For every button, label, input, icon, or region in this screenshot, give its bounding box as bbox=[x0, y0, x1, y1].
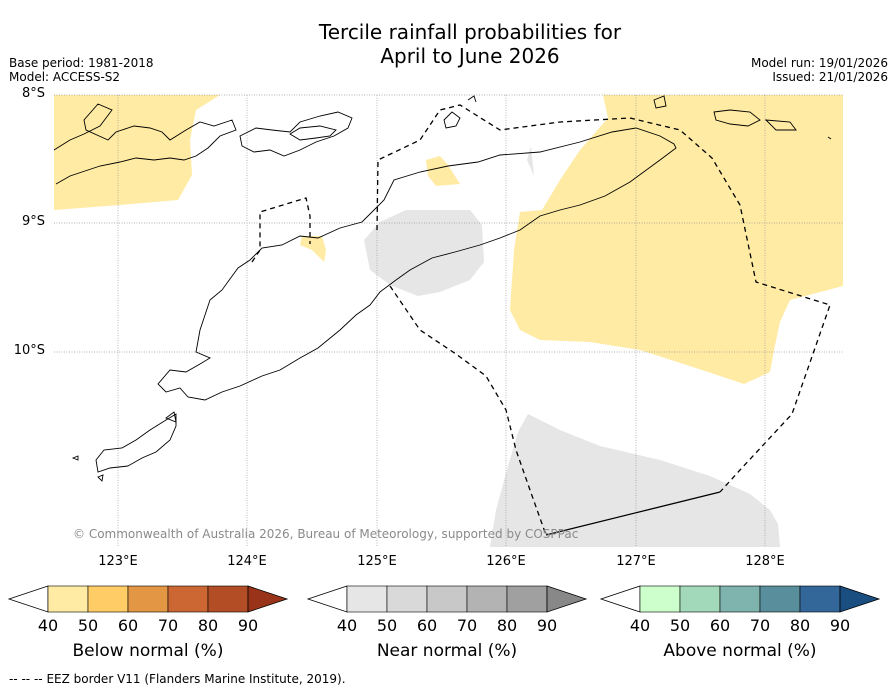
lon-label-125e: 125°E bbox=[357, 554, 397, 569]
tick-above-50: 50 bbox=[669, 616, 691, 635]
lon-label-128e: 128°E bbox=[745, 554, 785, 569]
tiny-islet-n bbox=[467, 95, 477, 103]
below-normal-region-tiny bbox=[300, 236, 326, 262]
tick-below-40: 40 bbox=[37, 616, 59, 635]
colorbar-below-label: Below normal (%) bbox=[72, 641, 224, 661]
colorbar-segment bbox=[506, 585, 548, 613]
tick-below-80: 80 bbox=[197, 616, 219, 635]
north-islet bbox=[653, 95, 667, 109]
tick-near-50: 50 bbox=[376, 616, 398, 635]
title-line-2: April to June 2026 bbox=[380, 44, 560, 68]
eez-borders bbox=[251, 104, 831, 536]
colorbars bbox=[7, 585, 881, 613]
meta-left: Base period: 1981-2018 Model: ACCESS-S2 bbox=[9, 56, 154, 84]
colorbar-near-normal bbox=[306, 585, 588, 613]
eez-north-line bbox=[376, 104, 831, 493]
colorbar-segment-over bbox=[839, 585, 881, 613]
colorbar-segment bbox=[47, 585, 89, 613]
tick-near-40: 40 bbox=[336, 616, 358, 635]
colorbar-segment-under bbox=[7, 585, 49, 613]
near-normal-region-central bbox=[364, 210, 484, 296]
tick-below-90: 90 bbox=[237, 616, 259, 635]
below-normal-region-small bbox=[426, 156, 460, 186]
colorbar-segment bbox=[386, 585, 428, 613]
east-islet bbox=[764, 119, 797, 131]
tick-above-60: 60 bbox=[709, 616, 731, 635]
lon-label-123e: 123°E bbox=[98, 554, 138, 569]
tick-near-70: 70 bbox=[456, 616, 478, 635]
chart-title: Tercile rainfall probabilities for April… bbox=[0, 20, 896, 68]
solor-coastline bbox=[239, 111, 353, 157]
timor-coastline bbox=[157, 127, 677, 401]
ndao-islet-2 bbox=[97, 474, 104, 482]
eez-border-solid-segment bbox=[545, 491, 721, 536]
lat-label-10s: 10°S bbox=[13, 343, 45, 358]
tick-near-90: 90 bbox=[536, 616, 558, 635]
base-period: Base period: 1981-2018 bbox=[9, 56, 154, 70]
eez-legend-symbol: -- -- -- bbox=[9, 672, 43, 686]
colorbar-segment bbox=[207, 585, 249, 613]
colorbar-segment-over bbox=[546, 585, 588, 613]
colorbar-above-label: Above normal (%) bbox=[663, 641, 817, 661]
graticule bbox=[54, 94, 843, 547]
tick-below-70: 70 bbox=[157, 616, 179, 635]
colorbar-segment bbox=[679, 585, 721, 613]
colorbar-segment bbox=[426, 585, 468, 613]
lat-label-8s: 8°S bbox=[21, 86, 45, 101]
colorbar-segment bbox=[719, 585, 761, 613]
semau-island-coastline bbox=[165, 411, 177, 423]
alor-coastline bbox=[289, 125, 337, 141]
lon-label-126e: 126°E bbox=[486, 554, 526, 569]
colorbar-segment-under bbox=[306, 585, 348, 613]
wetar-coastline bbox=[713, 109, 761, 127]
lon-label-124e: 124°E bbox=[227, 554, 267, 569]
footnote-text: EEZ border V11 (Flanders Marine Institut… bbox=[46, 672, 346, 686]
tick-below-50: 50 bbox=[77, 616, 99, 635]
lon-label-127e: 127°E bbox=[616, 554, 656, 569]
issued-date: Issued: 21/01/2026 bbox=[772, 70, 888, 84]
rote-island-coastline bbox=[95, 413, 177, 473]
tick-near-80: 80 bbox=[496, 616, 518, 635]
colorbar-below-normal bbox=[7, 585, 289, 613]
copyright-notice: © Commonwealth of Australia 2026, Bureau… bbox=[73, 527, 579, 541]
tick-above-40: 40 bbox=[629, 616, 651, 635]
atauro-coastline bbox=[443, 111, 461, 129]
colorbar-segment bbox=[466, 585, 508, 613]
colorbar-segment bbox=[127, 585, 169, 613]
model-run: Model run: 19/01/2026 bbox=[750, 56, 888, 70]
colorbar-near-label: Near normal (%) bbox=[376, 641, 518, 661]
colorbar-above-normal bbox=[599, 585, 881, 613]
colorbar-segment-over bbox=[247, 585, 289, 613]
meta-right: Model run: 19/01/2026 Issued: 21/01/2026 bbox=[751, 56, 888, 84]
eez-south-line bbox=[389, 285, 547, 536]
coastlines bbox=[53, 95, 832, 482]
colorbar-segment bbox=[799, 585, 841, 613]
model-name: Model: ACCESS-S2 bbox=[9, 70, 121, 84]
tick-below-60: 60 bbox=[117, 616, 139, 635]
near-normal-region-south bbox=[490, 414, 780, 547]
ndao-islet bbox=[71, 455, 79, 461]
tick-above-70: 70 bbox=[749, 616, 771, 635]
colorbar-segment bbox=[639, 585, 681, 613]
colorbar-segment bbox=[87, 585, 129, 613]
tick-near-60: 60 bbox=[416, 616, 438, 635]
tick-above-90: 90 bbox=[829, 616, 851, 635]
tick-above-80: 80 bbox=[789, 616, 811, 635]
footnote: -- -- -- EEZ border V11 (Flanders Marine… bbox=[9, 672, 346, 686]
below-normal-region-east bbox=[510, 95, 843, 384]
title-line-1: Tercile rainfall probabilities for bbox=[318, 20, 622, 44]
near-normal-region-sliver bbox=[527, 146, 534, 176]
flores-coastline bbox=[53, 103, 237, 185]
eez-west-segment bbox=[251, 197, 311, 263]
lat-label-9s: 9°S bbox=[21, 214, 45, 229]
colorbar-segment bbox=[346, 585, 388, 613]
colorbar-segment-under bbox=[599, 585, 641, 613]
probability-shading bbox=[54, 95, 843, 547]
tiny-islet-ne bbox=[827, 136, 832, 140]
colorbar-segment bbox=[167, 585, 209, 613]
below-normal-region-nw bbox=[54, 95, 220, 210]
colorbar-segment bbox=[759, 585, 801, 613]
